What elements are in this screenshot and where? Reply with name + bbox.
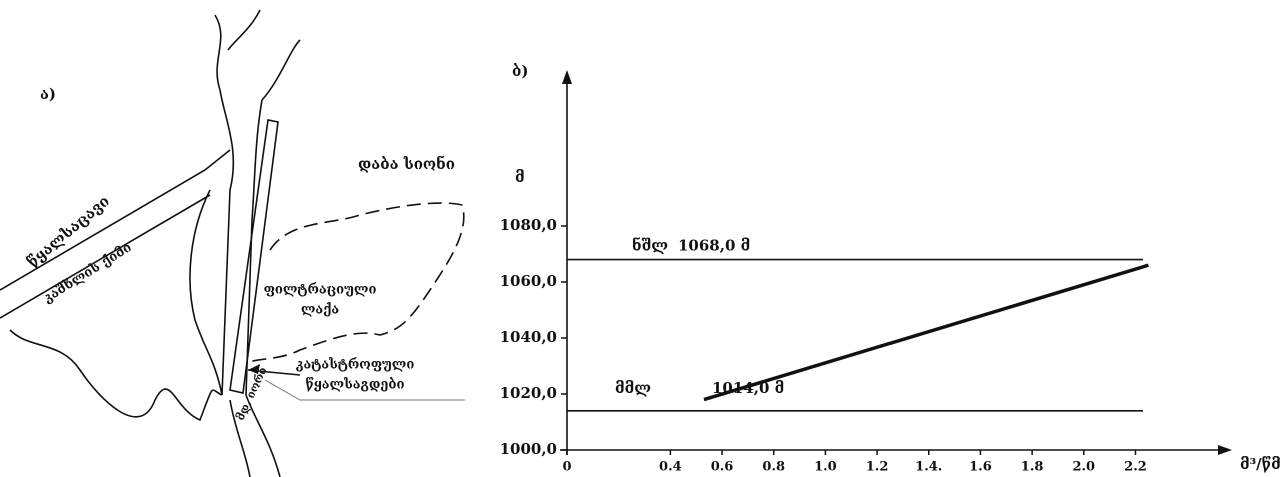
spillway — [230, 120, 278, 393]
arrowhead — [1218, 445, 1232, 455]
spillway-label: კატასტროფული — [296, 358, 415, 373]
contour — [228, 10, 260, 50]
seepage-label: ლაქა — [301, 303, 340, 318]
page: figure {"map": {"panel_label": "ა)", "re… — [0, 0, 1281, 477]
x-tick-label: 1.0 — [814, 460, 837, 475]
arrowhead — [562, 70, 572, 84]
x-tick-label: 0.8 — [762, 460, 785, 475]
y-axis-label: მ — [515, 168, 525, 186]
x-tick-label: 0.6 — [711, 460, 734, 475]
x-tick-label: 0.4 — [659, 460, 682, 475]
y-tick-label: 1080,0 — [500, 216, 557, 234]
y-tick-label: 1000,0 — [500, 440, 557, 458]
shore — [10, 330, 222, 420]
x-tick-label: 1.6 — [969, 460, 992, 475]
panel-label: ა) — [40, 85, 56, 103]
y-tick-label: 1020,0 — [500, 384, 557, 402]
river-label: მდ. იორი — [234, 365, 270, 423]
figure: ა) წყალსაცავი კაშხლის ქიმი დაბა სიონი ფი… — [0, 0, 1281, 477]
x-tick-label: 0 — [562, 460, 571, 475]
level-label: 1068,0 მ — [678, 237, 750, 255]
x-tick-label: 1.4. — [915, 460, 942, 475]
x-tick-label: 1.8 — [1021, 460, 1044, 475]
x-tick-label: 1.2 — [866, 460, 889, 475]
river-bank — [215, 15, 233, 395]
spillway-label: წყალსაგდები — [306, 378, 405, 393]
panel-label: ბ) — [512, 62, 528, 80]
x-tick-label: 2.0 — [1072, 460, 1095, 475]
y-tick-label: 1040,0 — [500, 328, 557, 346]
body: ა) წყალსაცავი კაშხლის ქიმი დაბა სიონი ფი… — [0, 0, 1281, 477]
x-tick-label: 2.2 — [1124, 460, 1147, 475]
map: ა) წყალსაცავი კაშხლის ქიმი დაბა სიონი ფი… — [0, 10, 465, 477]
y-tick-label: 1060,0 — [500, 272, 557, 290]
seepage-label: ფილტრაციული — [264, 283, 377, 298]
stream — [190, 190, 222, 395]
x-axis-label: მ³/წმ — [1240, 455, 1281, 473]
town-label: დაბა სიონი — [358, 155, 455, 173]
data-line — [704, 265, 1148, 399]
river-bank — [262, 40, 300, 100]
chart: ბ) მ მ³/წმ 1000,0 1020,0 1040,0 1060,0 1080,… — [500, 62, 1281, 475]
level-name: მმლ — [615, 379, 651, 397]
level-name: ნშლ — [632, 237, 668, 255]
